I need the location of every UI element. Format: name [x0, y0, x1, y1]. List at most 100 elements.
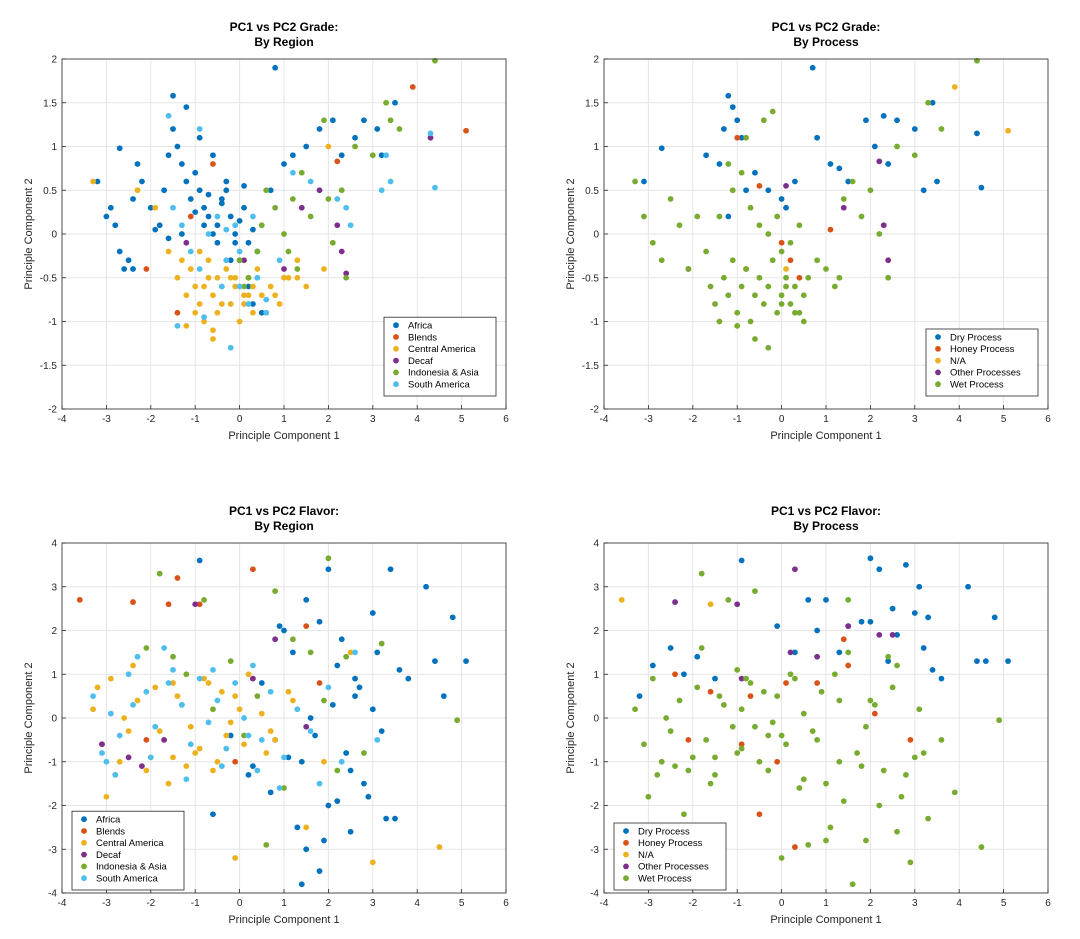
data-point	[778, 248, 785, 255]
data-point	[94, 684, 101, 691]
legend-box	[925, 328, 1039, 397]
data-point	[130, 599, 136, 605]
data-point	[232, 855, 239, 861]
data-point	[258, 710, 265, 717]
data-point	[143, 736, 150, 743]
data-point	[214, 758, 221, 765]
data-point	[427, 134, 434, 141]
data-point	[161, 736, 168, 743]
data-point	[187, 723, 194, 730]
chart-title-line: PC1 vs PC2 Grade:	[230, 20, 339, 34]
data-point	[836, 649, 843, 656]
data-point	[165, 152, 172, 159]
data-point	[303, 824, 310, 831]
chart-title-line: By Process	[793, 519, 859, 533]
data-point	[374, 649, 381, 656]
data-point	[263, 296, 270, 303]
x-tick-label: 6	[503, 414, 509, 425]
data-point	[831, 283, 838, 290]
data-point	[778, 855, 785, 861]
data-point	[894, 143, 900, 150]
data-point	[894, 117, 900, 124]
data-point	[183, 763, 190, 770]
data-point	[289, 697, 296, 704]
data-point	[814, 627, 821, 634]
legend-label: Honey Process	[638, 838, 703, 849]
data-point	[463, 658, 469, 665]
data-point	[205, 257, 212, 264]
chart-title-line: PC1 vs PC2 Grade:	[772, 20, 881, 34]
data-point	[725, 213, 732, 220]
data-point	[232, 758, 239, 765]
legend-label: Honey Process	[950, 344, 1015, 355]
data-point	[672, 671, 678, 678]
data-point	[369, 859, 376, 866]
data-point	[871, 710, 878, 717]
data-point	[747, 204, 754, 211]
data-point	[161, 645, 168, 651]
data-point	[387, 117, 394, 124]
data-point	[809, 64, 816, 71]
data-point	[285, 754, 292, 761]
chart-title-line: PC1 vs PC2 Flavor:	[229, 504, 339, 518]
data-point	[361, 117, 367, 124]
x-tick-label: 4	[956, 898, 962, 909]
data-point	[201, 283, 207, 290]
data-point	[876, 158, 883, 165]
data-point	[143, 688, 150, 695]
data-point	[858, 763, 865, 770]
data-point	[263, 841, 270, 848]
data-point	[272, 588, 279, 595]
data-point	[352, 693, 358, 700]
data-point	[356, 684, 363, 691]
data-point	[378, 728, 385, 735]
data-point	[863, 723, 869, 730]
data-point	[236, 283, 243, 290]
data-point	[792, 283, 798, 290]
legend-label: Dry Process	[950, 332, 1002, 343]
data-point	[765, 732, 772, 739]
data-point	[738, 675, 745, 682]
x-axis-label: Principle Component 1	[228, 430, 339, 442]
data-point	[170, 680, 176, 686]
data-point	[738, 557, 745, 564]
data-point	[929, 666, 936, 673]
y-axis-label: Principle Component 2	[565, 662, 577, 773]
data-point	[752, 336, 758, 342]
data-point	[210, 292, 216, 299]
data-point	[325, 196, 332, 202]
data-point	[134, 161, 141, 167]
data-point	[267, 187, 274, 194]
data-point	[889, 631, 896, 638]
data-point	[649, 239, 656, 246]
data-point	[316, 618, 323, 625]
data-point	[649, 675, 656, 682]
data-point	[738, 283, 745, 290]
data-point	[805, 274, 812, 281]
data-point	[796, 785, 803, 791]
data-point	[307, 649, 314, 656]
data-point	[303, 623, 310, 630]
data-point	[347, 222, 354, 229]
data-point	[463, 127, 469, 134]
data-point	[347, 767, 354, 774]
legend-marker	[935, 345, 941, 352]
data-point	[276, 623, 283, 630]
data-point	[241, 182, 247, 189]
data-point	[823, 266, 829, 272]
data-point	[312, 732, 318, 739]
data-point	[756, 222, 763, 229]
data-point	[676, 697, 683, 704]
data-point	[836, 274, 843, 281]
data-point	[769, 719, 776, 726]
x-tick-label: 6	[1045, 414, 1051, 425]
data-point	[814, 134, 821, 141]
data-point	[99, 741, 105, 748]
data-point	[796, 274, 803, 281]
data-point	[658, 257, 665, 264]
legend-label: N/A	[950, 356, 967, 367]
data-point	[210, 152, 216, 159]
legend-label: Decaf	[96, 850, 121, 861]
data-point	[649, 662, 656, 669]
